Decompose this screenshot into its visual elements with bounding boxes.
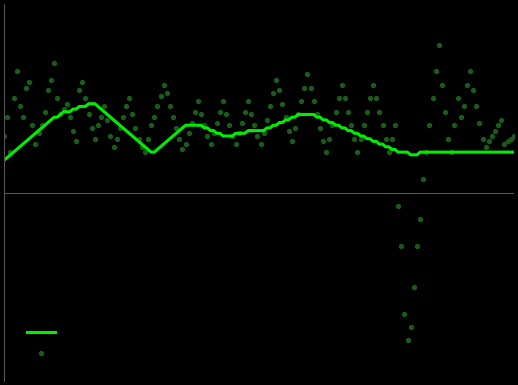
Legend: , : , (21, 320, 64, 367)
